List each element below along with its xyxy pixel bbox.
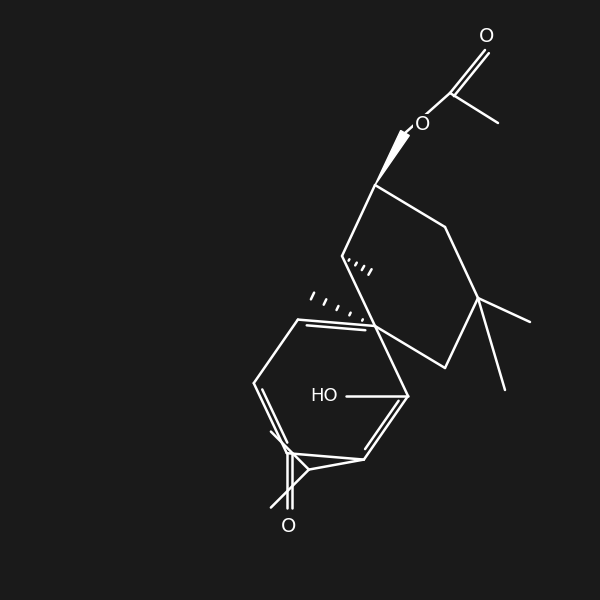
Text: O: O bbox=[415, 115, 431, 134]
Text: O: O bbox=[281, 517, 296, 536]
Polygon shape bbox=[375, 131, 409, 185]
Text: O: O bbox=[479, 26, 494, 46]
Text: HO: HO bbox=[310, 387, 338, 405]
